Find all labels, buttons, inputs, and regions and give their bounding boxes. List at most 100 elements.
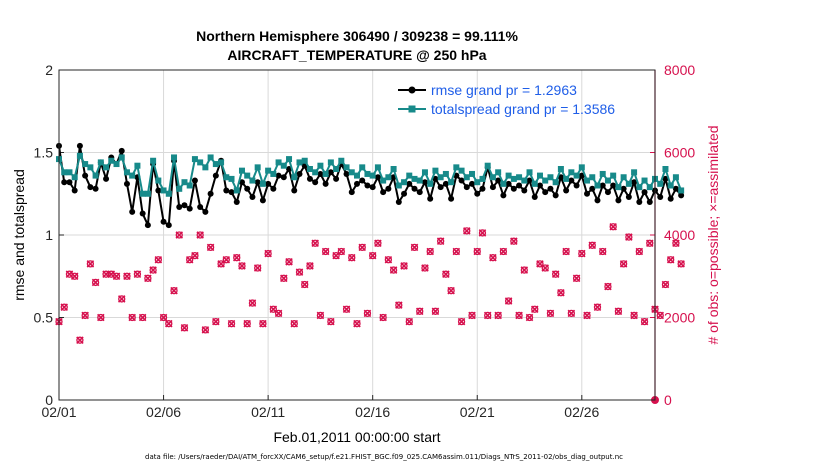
- obs-assimilated-marker: [625, 233, 633, 241]
- obs-assimilated-marker: [483, 311, 492, 320]
- spread-point: [521, 177, 528, 184]
- obs-possible-marker: [311, 239, 319, 247]
- obs-possible-marker: [468, 311, 476, 320]
- obs-possible-marker: [379, 313, 387, 322]
- obs-assimilated-marker: [421, 264, 429, 272]
- obs-assimilated-marker: [546, 309, 555, 318]
- x-tick-label: 02/16: [355, 404, 390, 420]
- x-tick-label: 02/26: [564, 404, 599, 420]
- rmse-point: [458, 177, 465, 184]
- spread-point: [594, 182, 601, 189]
- rmse-point: [197, 203, 204, 210]
- spread-point: [599, 170, 606, 177]
- obs-possible-marker: [295, 268, 304, 276]
- obs-possible-marker: [201, 326, 210, 334]
- obs-possible-marker: [531, 305, 539, 313]
- spread-point: [568, 169, 575, 176]
- obs-possible-marker: [144, 274, 152, 282]
- y-left-axis-ticks: 0 0.5 1 1.5 2: [34, 62, 64, 408]
- rmse-point: [432, 175, 439, 182]
- obs-possible-marker: [285, 258, 293, 266]
- obs-possible-marker: [102, 270, 110, 278]
- obs-assimilated-marker: [70, 272, 79, 281]
- legend-spread-marker: [408, 105, 416, 113]
- spread-point: [202, 164, 209, 171]
- spread-point: [165, 190, 172, 197]
- obs-assimilated-marker: [264, 249, 272, 258]
- x-tick-label: 02/06: [146, 404, 181, 420]
- y-left-tick-label: 0: [45, 392, 53, 408]
- obs-possible-marker: [599, 247, 607, 256]
- rmse-point: [573, 182, 580, 189]
- spread-point: [327, 159, 334, 166]
- rmse-point: [322, 180, 329, 187]
- rmse-point: [249, 194, 256, 201]
- obs-possible-marker: [384, 256, 393, 264]
- spread-point: [233, 187, 240, 194]
- rmse-point: [380, 189, 387, 196]
- spread-point: [500, 180, 507, 187]
- obs-assimilated-marker: [128, 313, 136, 322]
- obs-assimilated-marker: [374, 239, 382, 248]
- spread-point: [536, 172, 543, 179]
- obs-possible-marker: [348, 254, 356, 262]
- obs-assimilated-marker: [646, 239, 654, 248]
- obs-assimilated-marker: [300, 280, 309, 289]
- obs-assimilated-marker: [337, 247, 346, 256]
- obs-assimilated-marker: [562, 247, 570, 256]
- obs-count-markers: [55, 222, 685, 404]
- x-tick-label: 02/11: [251, 404, 285, 420]
- obs-possible-marker: [614, 307, 623, 315]
- obs-assimilated-marker: [551, 270, 560, 278]
- y-right-tick-label: 6000: [664, 145, 695, 161]
- obs-assimilated-marker: [525, 313, 534, 322]
- y-left-axis-label: rmse and totalspread: [11, 169, 27, 301]
- obs-assimilated-marker: [232, 253, 241, 262]
- y-right-tick-label: 4000: [664, 227, 695, 243]
- obs-possible-marker: [677, 260, 685, 268]
- spread-point: [113, 161, 120, 168]
- spread-point: [71, 174, 78, 181]
- obs-assimilated-marker: [452, 247, 461, 256]
- obs-possible-marker: [604, 282, 612, 291]
- obs-possible-marker: [280, 274, 288, 282]
- obs-possible-marker: [342, 305, 351, 313]
- y-right-axis-label: # of obs: o=possible; ×=assimilated: [705, 125, 721, 344]
- legend: rmse grand pr = 1.2963 totalspread grand…: [398, 82, 615, 117]
- obs-assimilated-marker: [138, 313, 147, 322]
- obs-possible-marker: [81, 311, 89, 320]
- legend-rmse-label: rmse grand pr = 1.2963: [431, 82, 577, 98]
- spread-point: [82, 161, 89, 168]
- rmse-point: [369, 184, 376, 191]
- rmse-point: [620, 185, 627, 192]
- spread-point: [181, 179, 188, 186]
- obs-possible-marker: [133, 270, 142, 278]
- rmse-point: [636, 199, 643, 205]
- obs-possible-marker: [630, 311, 638, 320]
- obs-possible-marker: [175, 231, 183, 239]
- obs-assimilated-marker: [248, 299, 257, 307]
- spread-point: [333, 166, 340, 172]
- obs-possible-marker: [640, 317, 649, 326]
- obs-possible-marker: [186, 256, 194, 264]
- spread-point: [359, 164, 366, 171]
- obs-possible-marker: [619, 260, 628, 268]
- obs-possible-marker: [447, 287, 455, 295]
- obs-possible-marker: [572, 274, 581, 282]
- spread-point: [92, 172, 99, 179]
- obs-possible-marker: [426, 247, 434, 256]
- obs-possible-marker: [222, 256, 230, 264]
- obs-possible-marker: [499, 247, 508, 256]
- spread-point: [448, 179, 455, 186]
- obs-assimilated-marker: [206, 243, 215, 252]
- spread-point: [631, 169, 638, 176]
- obs-assimilated-marker: [227, 319, 236, 328]
- spread-point: [155, 177, 162, 184]
- spread-point: [557, 166, 564, 172]
- obs-assimilated-marker: [243, 319, 251, 328]
- rmse-point: [291, 187, 298, 194]
- obs-assimilated-marker: [640, 317, 649, 326]
- obs-assimilated-marker: [415, 307, 424, 316]
- rmse-point: [191, 177, 198, 184]
- spread-point: [301, 157, 308, 164]
